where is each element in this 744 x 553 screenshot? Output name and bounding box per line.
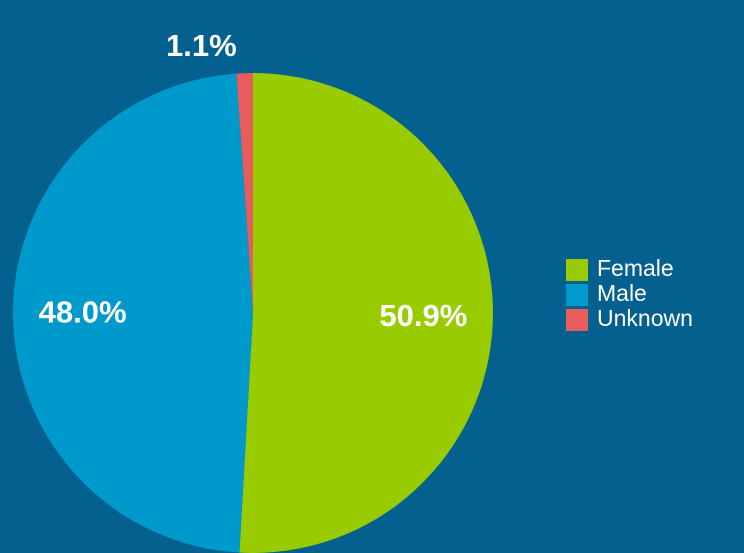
slice-label: 1.1% [166,28,237,63]
pie-slice [12,73,254,553]
pie-slice [236,73,253,313]
legend-label: Female [597,255,674,281]
legend-swatch [566,259,588,281]
legend-swatch [566,309,588,331]
legend-label: Male [597,280,647,306]
legend-swatch [566,284,588,306]
slice-label: 48.0% [39,294,127,329]
legend-label: Unknown [597,305,693,331]
pie-slice [239,73,493,553]
slice-label: 50.9% [379,298,467,333]
